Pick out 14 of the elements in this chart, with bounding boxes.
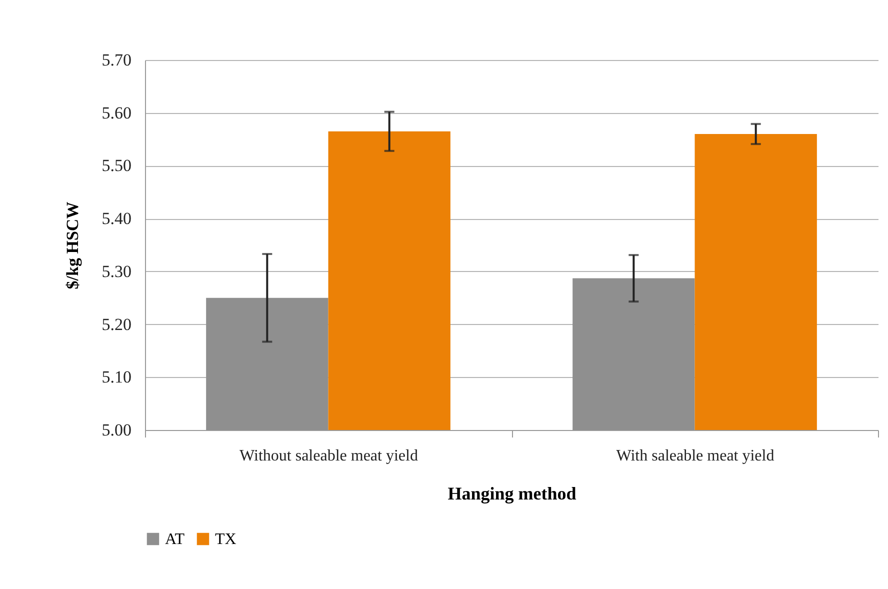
y-tick-label: 5.60 [102,103,132,122]
y-tick-label: 5.30 [102,262,132,281]
y-tick-label: 5.00 [102,420,132,440]
y-tick-label: 5.40 [102,209,132,228]
legend-label: AT [165,531,185,548]
x-axis-title: Hanging method [448,484,576,504]
y-axis-title: $/kg HSCW [62,202,82,290]
x-tick-label: With saleable meat yield [616,448,774,464]
x-tick-label: Without saleable meat yield [240,448,418,464]
y-tick-label: 5.10 [102,368,132,387]
legend-label: TX [215,531,237,548]
y-tick-label: 5.20 [102,314,132,334]
y-tick-label: 5.50 [102,156,132,176]
y-tick-label: 5.70 [102,50,132,70]
